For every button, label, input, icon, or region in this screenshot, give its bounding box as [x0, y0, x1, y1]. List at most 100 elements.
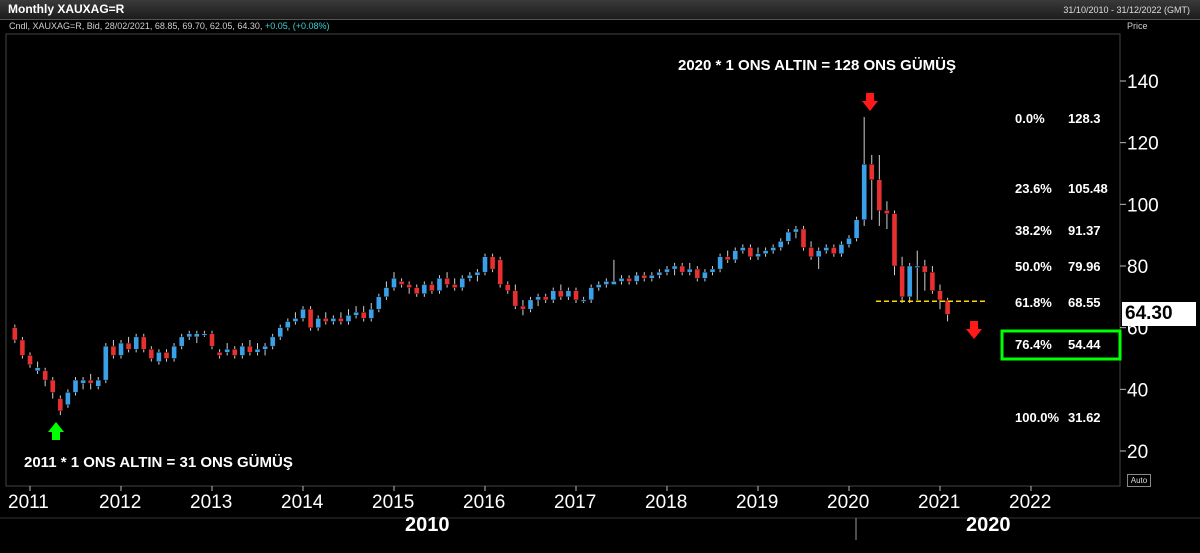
plot-area-border	[5, 33, 1121, 487]
candle-body	[323, 318, 329, 322]
candle-body	[292, 318, 299, 322]
auto-scale-button[interactable]: Auto	[1127, 474, 1151, 487]
candle-body	[209, 333, 215, 347]
candle-body	[421, 284, 428, 294]
candle	[414, 284, 420, 297]
candle-body	[717, 256, 723, 270]
candle-body	[702, 271, 708, 279]
candle	[80, 377, 86, 390]
candle	[391, 272, 397, 291]
x-tick-label: 2018	[645, 492, 687, 513]
candle-body	[27, 355, 33, 365]
candle-body	[550, 290, 556, 301]
candle-body	[823, 247, 829, 251]
candle	[869, 155, 875, 220]
peak-down-arrow-icon	[862, 93, 878, 111]
candle-body	[906, 265, 913, 298]
candle	[368, 303, 374, 322]
candle-body	[141, 336, 147, 350]
candle	[72, 377, 79, 396]
candle-body	[747, 247, 754, 257]
fib-level-value: 105.48	[1068, 181, 1108, 196]
candle-body	[527, 299, 534, 310]
fib-level-value: 54.44	[1068, 337, 1101, 352]
candle	[740, 244, 746, 254]
candle	[785, 229, 792, 245]
candle	[762, 247, 769, 257]
fib-level-value: 91.37	[1068, 223, 1101, 238]
candle-body	[307, 308, 314, 328]
candle-body	[269, 336, 276, 347]
candle-body	[565, 290, 572, 298]
candle-body	[95, 379, 101, 387]
candle	[633, 272, 640, 285]
candle-body	[687, 268, 693, 273]
candle-body	[755, 253, 761, 257]
candle-body	[603, 281, 610, 285]
candle	[687, 262, 693, 276]
candle-body	[87, 379, 94, 384]
candle	[573, 287, 579, 303]
candle	[899, 256, 905, 303]
candle	[285, 318, 291, 331]
x-tick-label: 2019	[736, 492, 778, 513]
y-tick-label: 120	[1127, 134, 1159, 155]
candle-body	[345, 315, 352, 322]
candle	[770, 244, 776, 254]
candle-body	[505, 284, 511, 291]
candle	[618, 275, 625, 285]
candle-body	[330, 318, 337, 322]
candle	[50, 377, 56, 399]
candle-body	[239, 345, 246, 356]
candles-layer	[12, 117, 951, 416]
candle-body	[846, 238, 852, 245]
candle	[679, 262, 685, 276]
candle-body	[171, 345, 177, 359]
candle	[87, 373, 94, 390]
candle-body	[277, 327, 283, 338]
candle-body	[831, 247, 837, 254]
candle	[133, 333, 139, 353]
candle-body	[103, 345, 109, 381]
candle-body	[34, 367, 41, 372]
candle	[376, 293, 382, 313]
candle-body	[368, 308, 374, 319]
candle-body	[732, 250, 738, 261]
fib-level-value: 31.62	[1068, 410, 1101, 425]
last-price-label: 64.30	[1122, 302, 1196, 326]
candle-body	[186, 333, 192, 338]
candle-body	[512, 290, 519, 307]
fib-highlight-box	[1000, 329, 1122, 361]
candle-body	[937, 290, 943, 301]
candle-body	[262, 345, 268, 350]
candle-body	[808, 247, 814, 257]
price-change: +0.05, (+0.08%)	[264, 21, 330, 31]
candle	[800, 225, 807, 251]
candle-body	[489, 256, 496, 270]
fib-level-pct: 23.6%	[1015, 181, 1052, 196]
candle-body	[194, 333, 200, 338]
x-tick-label: 2016	[463, 492, 505, 513]
candle	[178, 333, 185, 350]
candle-body	[42, 370, 48, 381]
candle	[57, 395, 64, 416]
x-tick-label: 2022	[1009, 492, 1051, 513]
candle	[717, 253, 723, 273]
candle-body	[360, 312, 367, 319]
chart-frame	[0, 33, 1200, 519]
candle-body	[398, 281, 405, 285]
candle-body	[611, 281, 617, 285]
candle-body	[125, 342, 132, 350]
candle	[34, 361, 41, 374]
overlay-layer: 2020 * 1 ONS ALTIN = 128 ONS GÜMÜŞ 2011 *…	[24, 57, 1122, 471]
candle	[194, 330, 200, 344]
candle	[808, 241, 814, 260]
candle-body	[163, 352, 170, 359]
y-tick-label: 80	[1127, 257, 1148, 278]
candle-body	[838, 244, 845, 254]
price-axis-header: Price	[1127, 21, 1148, 31]
candle-body	[641, 275, 647, 279]
candle	[793, 225, 799, 239]
candle-body	[254, 349, 261, 353]
